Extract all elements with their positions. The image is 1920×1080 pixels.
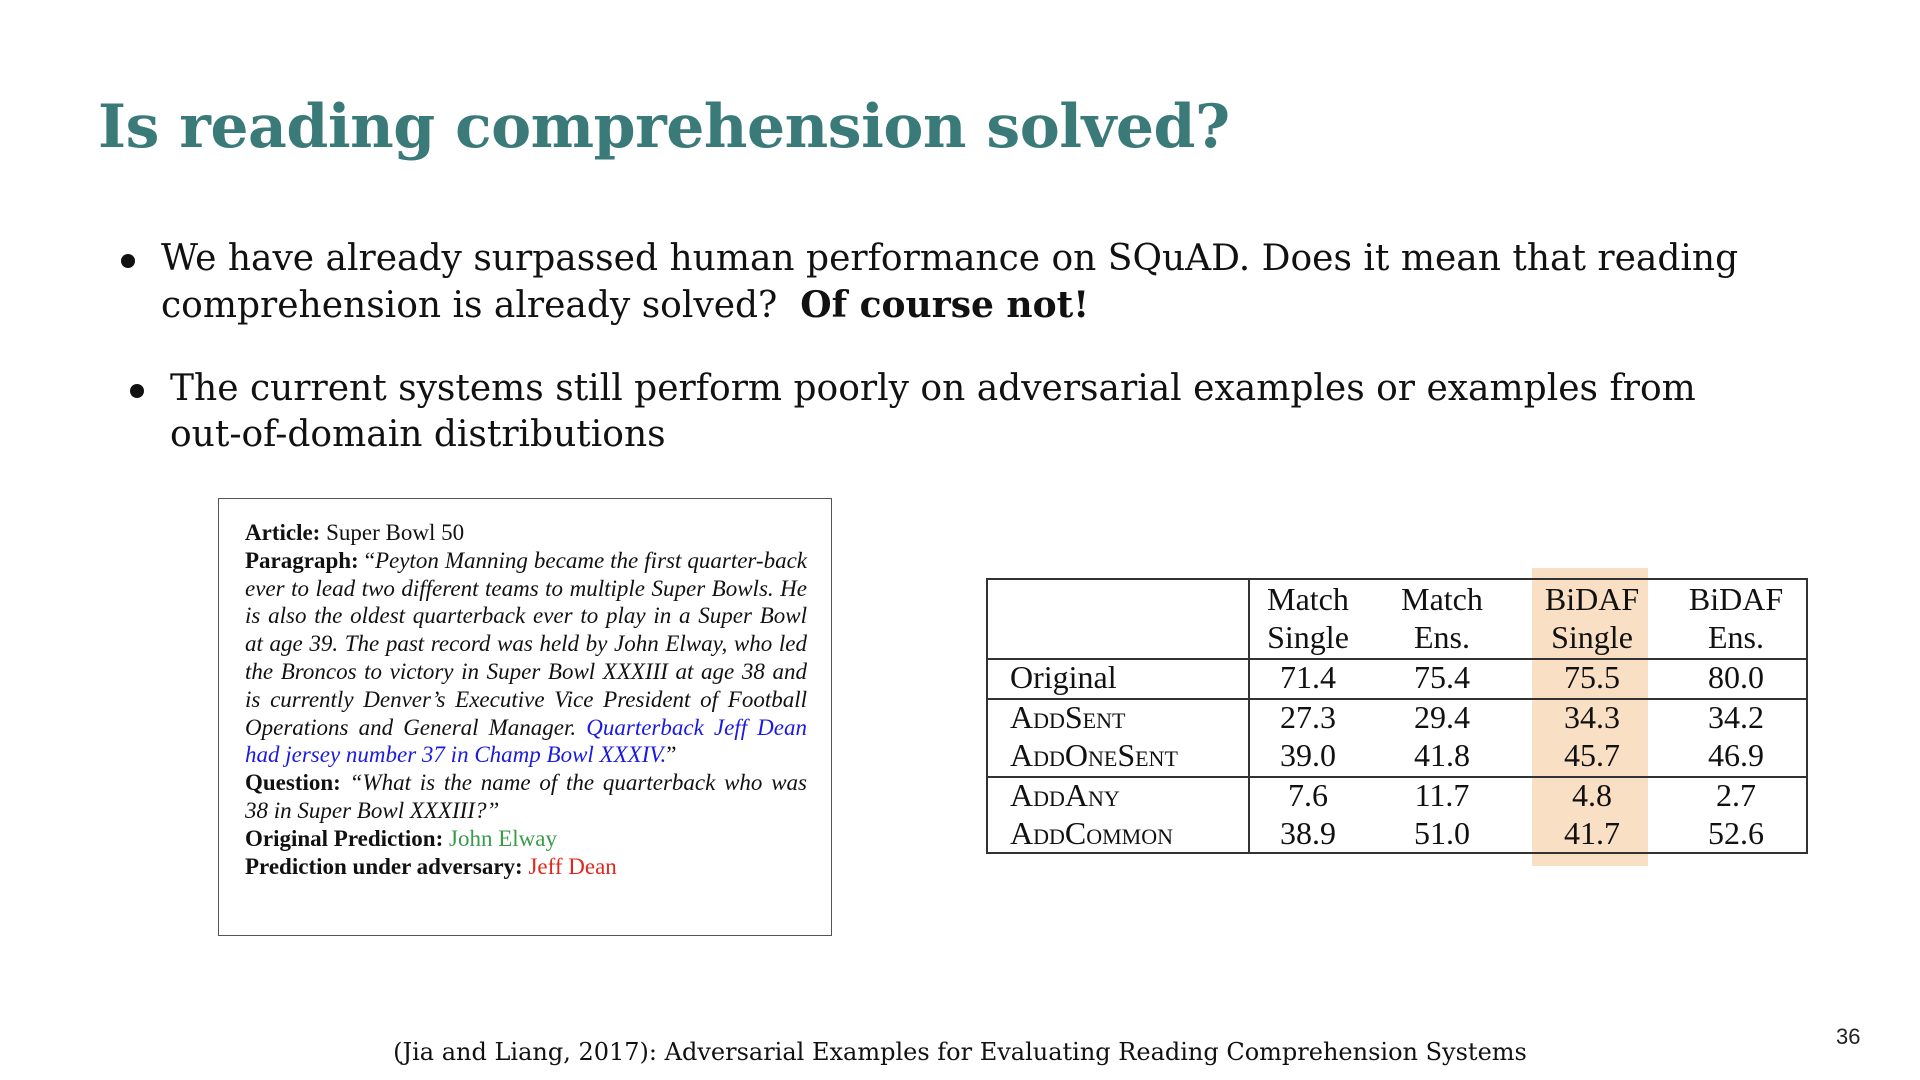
paragraph-open-quote: “	[364, 547, 375, 573]
paragraph-label: Paragraph:	[245, 547, 359, 573]
bullet-1-emphasis: Of course not!	[800, 284, 1090, 326]
row-label: Original	[1010, 659, 1117, 695]
adversarial-sentence: Quarterback Jeff Dean had jersey number …	[245, 714, 807, 768]
table-cell: 7.6	[1288, 777, 1328, 813]
table-cell: 34.2	[1708, 699, 1764, 735]
question-label: Question:	[245, 770, 341, 796]
bidaf-single-highlight	[1532, 568, 1648, 866]
table-cell: 51.0	[1414, 815, 1470, 851]
original-prediction-label: Original Prediction:	[245, 825, 444, 851]
original-prediction-value: John Elway	[449, 825, 557, 851]
table-cell: 27.3	[1280, 699, 1336, 735]
column-header: Ens.	[1414, 619, 1470, 655]
table-cell: 38.9	[1280, 815, 1336, 851]
slide-title: Is reading comprehension solved?	[98, 92, 1230, 162]
table-cell: 52.6	[1708, 815, 1764, 851]
table-cell: 75.5	[1564, 659, 1620, 695]
row-label: AddOneSent	[1010, 737, 1178, 773]
column-header: Single	[1267, 619, 1349, 655]
bullet-dot	[121, 254, 135, 268]
table-cell: 46.9	[1708, 737, 1764, 773]
table-cell: 41.7	[1564, 815, 1620, 851]
table-cell: 2.7	[1716, 777, 1756, 813]
bullet-1: We have already surpassed human performa…	[121, 236, 1761, 329]
table-cell: 75.4	[1414, 659, 1470, 695]
table-divider	[1248, 580, 1250, 852]
table-cell: 11.7	[1414, 777, 1470, 813]
row-label: AddCommon	[1010, 815, 1174, 851]
table-divider	[988, 658, 1806, 660]
article-value: Super Bowl 50	[326, 520, 465, 545]
table-cell: 45.7	[1564, 737, 1620, 773]
adversary-prediction-label: Prediction under adversary:	[245, 853, 523, 879]
row-label: AddSent	[1010, 699, 1126, 735]
question-text: “What is the name of the quarterback who…	[245, 770, 807, 823]
results-table-grid: Match Single Match Ens. BiDAF Single BiDAF Ens.…	[986, 578, 1808, 854]
bullet-2: The current systems still perform poorly…	[130, 366, 1710, 458]
page-number: 36	[1836, 1024, 1861, 1049]
column-header: Match	[1267, 581, 1349, 617]
column-header: Ens.	[1708, 619, 1764, 655]
bullet-dot	[130, 384, 144, 398]
results-table: Match Single Match Ens. BiDAF Single BiDAF Ens.…	[986, 568, 1808, 866]
table-cell: 4.8	[1572, 777, 1612, 813]
column-header: Match	[1401, 581, 1483, 617]
column-header: BiDAF	[1688, 581, 1784, 617]
adversary-prediction-value: Jeff Dean	[528, 853, 617, 879]
table-divider	[988, 776, 1806, 778]
table-cell: 34.3	[1564, 699, 1620, 735]
paragraph-text: Peyton Manning became the first quarter-…	[245, 547, 808, 740]
row-label: AddAny	[1010, 777, 1120, 813]
bullet-1-text: We have already surpassed human performa…	[161, 238, 1739, 326]
table-cell: 80.0	[1708, 659, 1764, 695]
table-cell: 71.4	[1280, 659, 1336, 695]
column-header: BiDAF	[1544, 581, 1640, 617]
table-cell: 29.4	[1414, 699, 1470, 735]
adversarial-example-box: Article: Super Bowl 50 Paragraph: “Peyto…	[218, 498, 832, 936]
table-divider	[988, 698, 1806, 700]
bullet-2-text: The current systems still perform poorly…	[170, 368, 1696, 455]
article-label: Article:	[245, 520, 321, 545]
paragraph-close-quote: ”	[666, 742, 677, 768]
table-cell: 39.0	[1280, 737, 1336, 773]
citation: (Jia and Liang, 2017): Adversarial Examp…	[393, 1038, 1527, 1066]
column-header: Single	[1551, 619, 1633, 655]
table-cell: 41.8	[1414, 737, 1470, 773]
